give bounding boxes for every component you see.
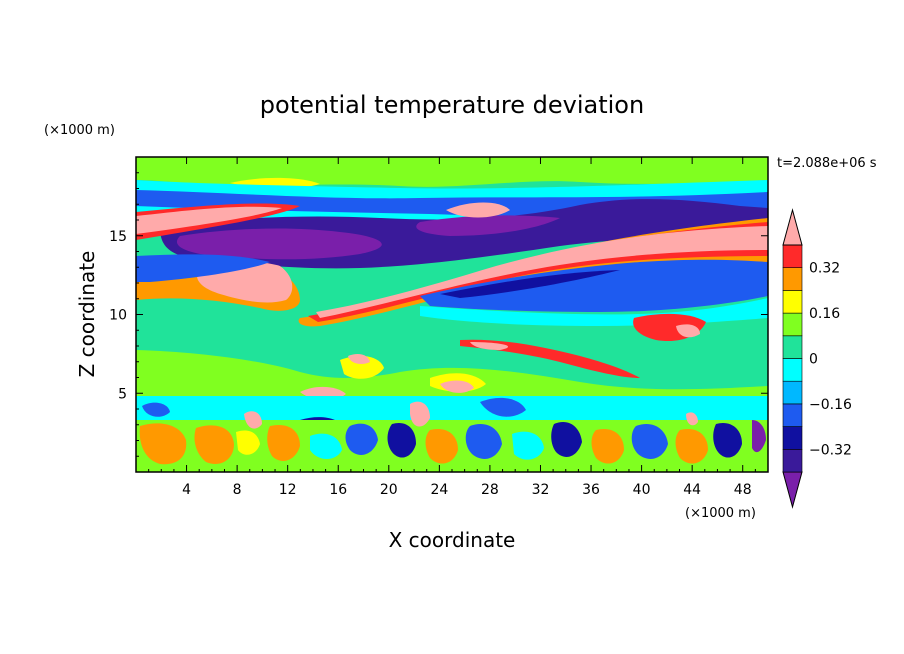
field-pink-cell-1 (244, 411, 262, 429)
colorbar-label-3: −0.16 (809, 397, 852, 413)
x-tick-label-1: 8 (233, 482, 242, 498)
colorbar-swatch-7 (782, 290, 803, 314)
field-navy-cell-3 (713, 422, 742, 458)
colorbar-swatch-8 (782, 267, 803, 291)
colorbar: 0.32 0.16 0 −0.16 −0.32 (782, 208, 852, 509)
colorbar-swatch-6 (782, 312, 803, 337)
field-purple-deep (176, 228, 382, 260)
time-label: t=2.088e+06 s (777, 156, 877, 171)
x-tick-label-7: 32 (532, 482, 550, 498)
field-pink-patch-right (676, 324, 700, 338)
colorbar-swatch-0 (782, 448, 803, 473)
field-pink-cell-2 (410, 401, 430, 427)
field-navy-mid-right (440, 270, 620, 298)
x-tick-label-2: 12 (279, 482, 297, 498)
colorbar-swatch-4 (782, 358, 803, 382)
field-pink-streak-mid (470, 342, 509, 350)
y-tick-label-1: 10 (109, 308, 127, 324)
field-orange-cell-5 (591, 428, 624, 464)
x-unit-label: (×1000 m) (685, 506, 756, 521)
colorbar-swatch-2 (782, 403, 803, 427)
colorbar-label-2: 0 (809, 352, 818, 368)
colorbar-swatch-3 (782, 380, 803, 405)
x-tick-label-8: 36 (582, 482, 600, 498)
field-blue-cell-1 (345, 423, 378, 455)
field-yellow-lower (340, 355, 384, 379)
colorbar-label-4: −0.32 (809, 442, 852, 458)
field-purple-cell-1 (752, 420, 766, 453)
field-blue-cell-3 (631, 424, 668, 459)
field-pink-cell-3 (686, 412, 698, 426)
field-blue-low-2 (480, 397, 526, 417)
field-cyan-cell-1 (310, 433, 342, 459)
y-tick-label-2: 15 (109, 229, 127, 245)
colorbar-label-1: 0.16 (809, 306, 840, 322)
field-blue-low-1 (142, 402, 170, 417)
field-orange-cell-2 (194, 425, 234, 464)
colorbar-arrow-max (782, 208, 803, 246)
chart-title: potential temperature deviation (260, 91, 644, 119)
x-axis: 4 8 12 16 20 24 28 32 36 40 44 48 (148, 157, 756, 498)
x-axis-label: X coordinate (389, 528, 516, 552)
plot-area (136, 157, 768, 472)
field-cyan-cell-2 (512, 431, 544, 460)
field-cyan-low (136, 396, 768, 426)
field-red-streak-mid (460, 339, 640, 378)
x-tick-label-4: 20 (380, 482, 398, 498)
colorbar-label-0: 0.32 (809, 261, 840, 277)
x-tick-label-5: 24 (430, 482, 448, 498)
x-tick-label-3: 16 (329, 482, 347, 498)
x-tick-label-0: 4 (182, 482, 191, 498)
colorbar-arrow-min (782, 471, 803, 509)
y-axis: 5 10 15 (109, 172, 768, 457)
field-orange-cell-3 (267, 424, 300, 461)
field-orange-cell-1 (139, 423, 187, 465)
field-pink-blob-top (446, 202, 510, 218)
y-tick-label-0: 5 (118, 386, 127, 402)
field-navy-cell-2 (551, 422, 582, 457)
colorbar-swatch-1 (782, 426, 803, 450)
x-tick-label-11: 48 (734, 482, 752, 498)
x-tick-label-6: 28 (481, 482, 499, 498)
field-orange-cell-6 (675, 428, 708, 464)
field-pink-blob-lower-2 (440, 380, 474, 393)
x-tick-label-9: 40 (633, 482, 651, 498)
field-pink-tongue-upper (136, 206, 282, 234)
field-navy-cell-1 (387, 422, 416, 458)
field-orange-cell-4 (425, 428, 458, 464)
y-unit-label: (×1000 m) (44, 123, 115, 138)
field-pink-blob-lower-3 (348, 354, 370, 364)
colorbar-swatch-9 (782, 244, 803, 269)
field-blue-mid-right (420, 259, 768, 312)
field-pink-filament (316, 226, 768, 318)
field-blue-cell-2 (465, 424, 502, 459)
field-upper-green (136, 157, 768, 187)
colorbar-swatch-5 (782, 335, 803, 359)
field-yellow-cell-1 (236, 430, 260, 455)
x-tick-label-10: 44 (683, 482, 701, 498)
y-axis-label: Z coordinate (75, 251, 99, 378)
field-purple-deep-2 (416, 215, 560, 236)
field-blue-mid (136, 254, 270, 282)
